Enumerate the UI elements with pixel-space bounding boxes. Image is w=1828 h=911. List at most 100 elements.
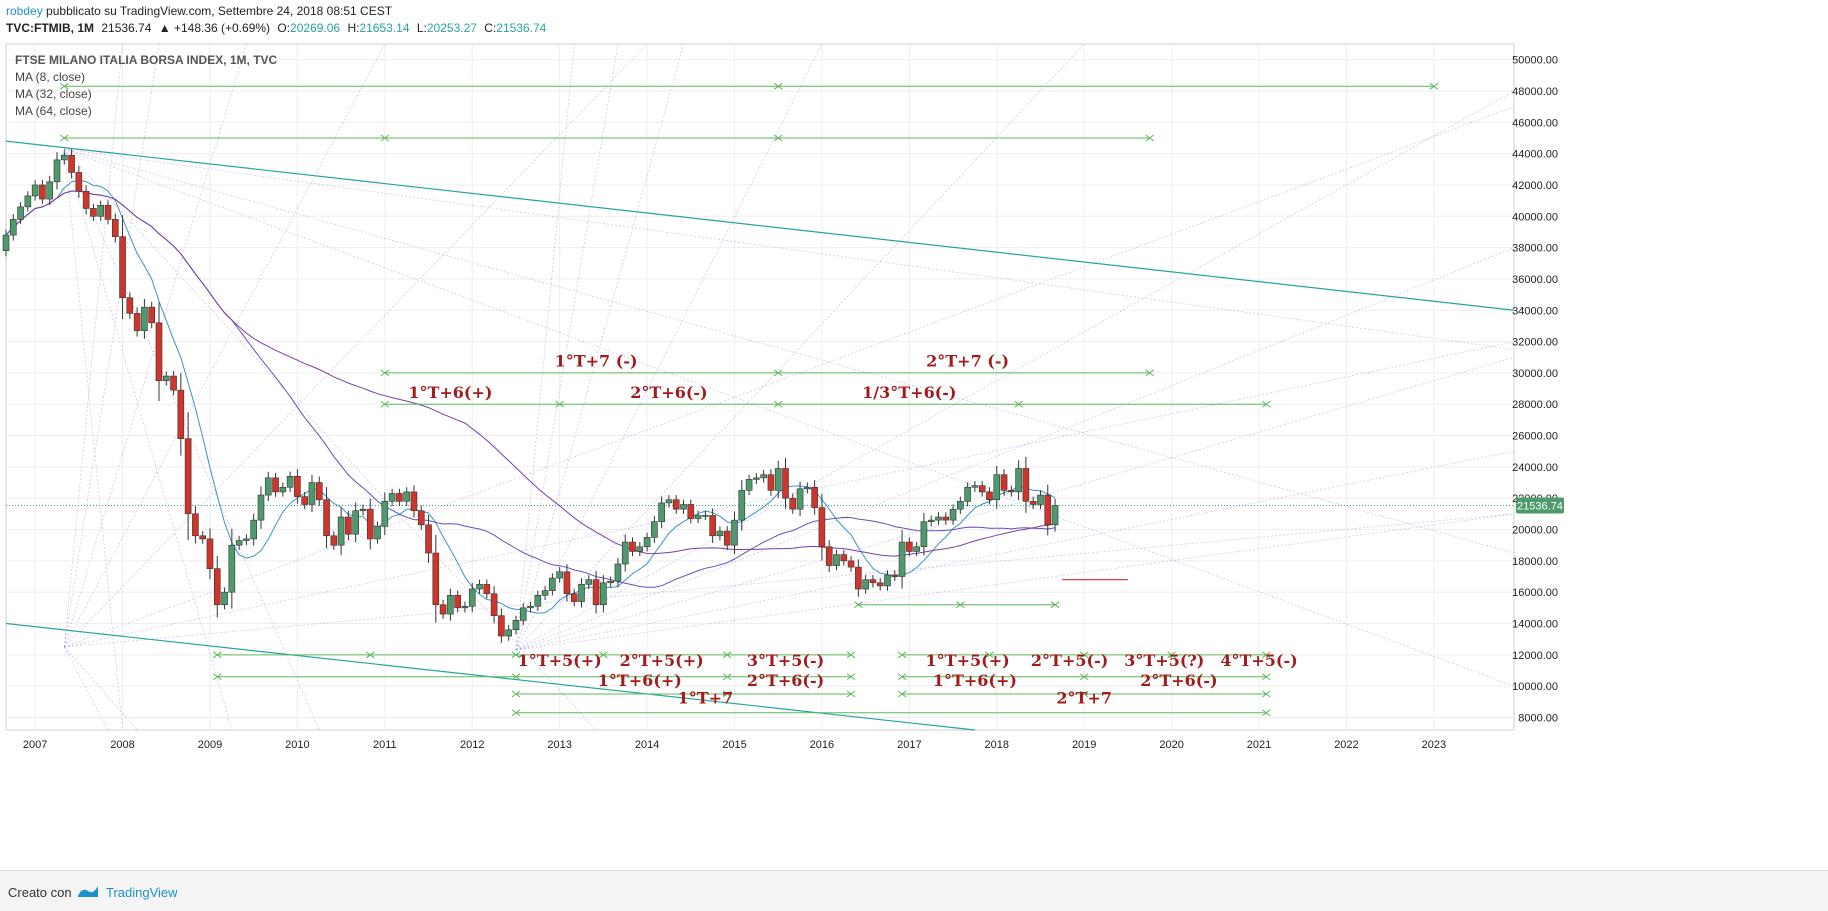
legend-ma8[interactable]: MA (8, close) <box>15 70 86 84</box>
gann-line <box>63 43 160 648</box>
cycle-arrow-head <box>773 369 783 377</box>
ma64-line <box>5 190 1056 557</box>
x-tick-label: 2019 <box>1072 739 1096 751</box>
cycle-label: 1°T+5(+) <box>518 651 602 670</box>
candle-body <box>534 595 542 607</box>
close-value: 21536.74 <box>496 21 547 35</box>
legend-ma32[interactable]: MA (32, close) <box>15 87 92 101</box>
candle-body <box>337 516 345 546</box>
cycle-arrow-head <box>846 673 856 681</box>
candle-body <box>374 526 381 540</box>
footer-brand-link[interactable]: TradingView <box>106 885 178 900</box>
candle-body <box>177 389 185 439</box>
chart-grid <box>5 43 1515 731</box>
open-label: O: <box>277 21 291 35</box>
candle-body <box>82 190 90 209</box>
gann-line <box>64 148 597 731</box>
gann-line <box>63 43 247 648</box>
y-tick-label: 36000.00 <box>1512 274 1558 286</box>
x-tick-label: 2011 <box>373 739 397 751</box>
cycle-label: 2°T+6(-) <box>630 383 707 402</box>
candle-body <box>614 563 622 582</box>
candle-body <box>585 579 593 585</box>
candle-body <box>723 530 731 546</box>
cycle-arrow-head <box>212 673 222 681</box>
candle-body <box>192 513 199 537</box>
candle-body <box>119 236 126 299</box>
candle-body <box>971 485 979 488</box>
y-tick-label: 24000.00 <box>1512 462 1558 474</box>
cycle-arrow-head <box>511 673 521 681</box>
candle-body <box>855 566 862 590</box>
candle-body <box>549 577 556 591</box>
candle-body <box>476 584 483 590</box>
publish-info: robdey pubblicato su TradingView.com, Se… <box>6 4 392 18</box>
candle-body <box>789 497 797 510</box>
candle-body <box>665 499 673 504</box>
candle-body <box>2 234 10 252</box>
y-tick-label: 16000.00 <box>1512 587 1558 599</box>
x-tick-label: 2013 <box>547 739 571 751</box>
cycle-label: 2°T+5(+) <box>620 651 704 670</box>
chart-header: robdey pubblicato su TradingView.com, Se… <box>0 0 1828 44</box>
cycle-arrow-head <box>1050 601 1060 609</box>
gann-line <box>515 43 684 651</box>
candle-body <box>330 535 338 546</box>
candle-body <box>24 195 32 208</box>
cycle-arrow-head <box>846 690 856 698</box>
x-tick-label: 2021 <box>1247 739 1271 751</box>
low-value: 20253.27 <box>426 21 477 35</box>
candle-body <box>1037 494 1044 505</box>
candle-body <box>643 537 651 548</box>
candle-body <box>833 554 840 566</box>
candle-body <box>126 297 134 314</box>
candle-body <box>250 519 257 540</box>
candle-body <box>235 540 243 546</box>
cycle-arrow <box>380 400 1271 408</box>
candle-body <box>541 590 549 596</box>
candle-body <box>221 591 228 606</box>
candle-body <box>804 486 811 490</box>
cycle-arrow-head <box>59 134 69 142</box>
y-tick-label: 32000.00 <box>1512 337 1558 349</box>
author-link[interactable]: robdey <box>6 4 43 18</box>
price-chart[interactable]: 1°T+7 (-) 2°T+7 (-) 1°T+6(+) 2°T+6(-) 1/3°T+… <box>0 0 1828 870</box>
candle-body <box>745 479 753 491</box>
y-tick-label: 44000.00 <box>1512 149 1558 161</box>
cycle-annotations: 1°T+7 (-) 2°T+7 (-) 1°T+6(+) 2°T+6(-) 1/3°T+… <box>59 82 1439 717</box>
cycle-label: 1°T+6(+) <box>598 671 682 690</box>
open-value: 20269.06 <box>290 21 341 35</box>
y-tick-label: 38000.00 <box>1512 243 1558 255</box>
candle-body <box>301 496 308 505</box>
candle-body <box>884 574 891 587</box>
candle-body <box>396 493 403 502</box>
candle-body <box>308 482 316 505</box>
candle-body <box>53 159 61 183</box>
cycle-arrow-head <box>773 134 783 142</box>
gann-line <box>63 148 233 731</box>
y-tick-label: 42000.00 <box>1512 180 1558 192</box>
candle-body <box>410 491 418 512</box>
gann-line <box>515 43 575 651</box>
cycle-label: 2°T+6(-) <box>1140 671 1217 690</box>
y-tick-label: 48000.00 <box>1512 86 1558 98</box>
candle-body <box>767 474 775 491</box>
x-tick-label: 2016 <box>810 739 834 751</box>
candle-body <box>323 499 330 537</box>
legend-ma64[interactable]: MA (64, close) <box>15 104 92 118</box>
candle-body <box>286 475 294 488</box>
gann-line <box>515 247 1515 651</box>
gann-line <box>515 43 619 651</box>
symbol-quote: TVC:FTMIB, 1M 21536.74 ▲ +148.36 (+0.69%… <box>6 21 546 35</box>
x-tick-label: 2018 <box>985 739 1009 751</box>
gann-fan-lines <box>63 43 1515 731</box>
high-label: H: <box>347 21 360 35</box>
candle-body <box>388 493 396 502</box>
cycle-label: 2°T+7 (-) <box>926 352 1009 371</box>
candle-body <box>75 172 83 192</box>
gann-line <box>64 513 1515 648</box>
cycle-arrow-head <box>1079 673 1089 681</box>
candle-body <box>1008 490 1015 493</box>
cycle-arrow-head <box>380 134 390 142</box>
tradingview-logo-icon[interactable] <box>76 883 100 904</box>
